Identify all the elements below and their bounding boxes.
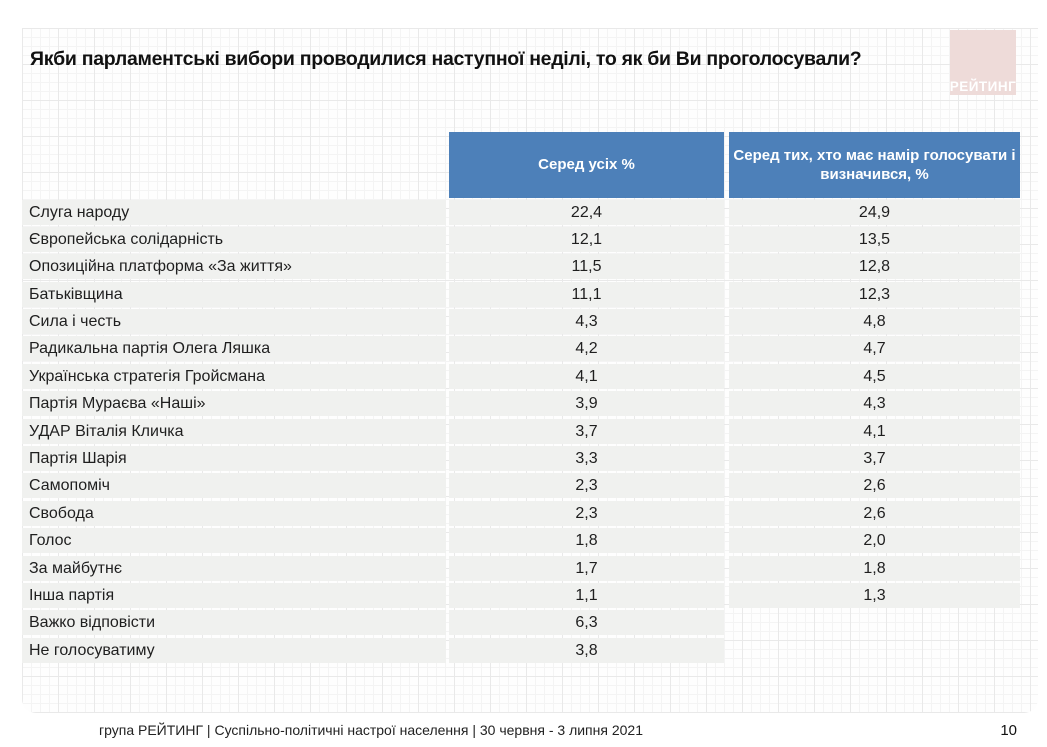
party-name-cell: Голос (22, 528, 446, 554)
value-among-all-cell: 4,2 (449, 336, 724, 362)
party-name-cell: За майбутнє (22, 555, 446, 581)
table-row: Самопоміч 2,3 2,6 (22, 473, 1020, 499)
party-name-cell: Батьківщина (22, 281, 446, 307)
table-body: Слуга народу 22,4 24,9 Європейська солід… (22, 199, 1020, 663)
column-header-among-decided: Серед тих, хто має намір голосувати і ви… (729, 132, 1020, 198)
page-title: Якби парламентські вибори проводилися на… (30, 48, 862, 70)
party-name-cell: Самопоміч (22, 473, 446, 499)
value-among-decided-cell: 24,9 (729, 199, 1020, 225)
value-among-all-cell: 11,1 (449, 281, 724, 307)
value-among-all-cell: 22,4 (449, 199, 724, 225)
party-name-cell: УДАР Віталія Кличка (22, 418, 446, 444)
table-row: Партія Шарія 3,3 3,7 (22, 446, 1020, 472)
rating-group-logo: РЕЙТИНГ (950, 30, 1016, 95)
value-among-all-cell: 3,9 (449, 391, 724, 417)
table-row: Свобода 2,3 2,6 (22, 500, 1020, 526)
party-name-cell: Радикальна партія Олега Ляшка (22, 336, 446, 362)
value-among-decided-cell: 12,3 (729, 281, 1020, 307)
value-among-decided-cell: 2,0 (729, 528, 1020, 554)
value-among-all-cell: 4,1 (449, 363, 724, 389)
slide-background: Якби парламентські вибори проводилися на… (22, 28, 1038, 713)
value-among-decided-cell (729, 638, 1020, 663)
table-row: Українська стратегія Гройсмана 4,1 4,5 (22, 363, 1020, 389)
value-among-all-cell: 3,8 (449, 637, 724, 663)
value-among-decided-cell: 13,5 (729, 226, 1020, 252)
value-among-all-cell: 6,3 (449, 610, 724, 636)
table-row: За майбутнє 1,7 1,8 (22, 555, 1020, 581)
value-among-all-cell: 2,3 (449, 500, 724, 526)
table-row: Радикальна партія Олега Ляшка 4,2 4,7 (22, 336, 1020, 362)
value-among-all-cell: 4,3 (449, 309, 724, 335)
party-name-cell: Українська стратегія Гройсмана (22, 363, 446, 389)
value-among-decided-cell: 3,7 (729, 446, 1020, 472)
value-among-decided-cell: 12,8 (729, 254, 1020, 280)
table-row: Не голосуватиму 3,8 (22, 637, 1020, 663)
party-name-cell: Слуга народу (22, 199, 446, 225)
footer: група РЕЙТИНГ | Суспільно-політичні наст… (0, 722, 1047, 744)
table-row: Слуга народу 22,4 24,9 (22, 199, 1020, 225)
page-number: 10 (1000, 722, 1017, 739)
value-among-all-cell: 1,7 (449, 555, 724, 581)
table-row: УДАР Віталія Кличка 3,7 4,1 (22, 418, 1020, 444)
value-among-decided-cell: 4,3 (729, 391, 1020, 417)
value-among-decided-cell (729, 610, 1020, 635)
table-row: Важко відповісти 6,3 (22, 610, 1020, 636)
value-among-all-cell: 2,3 (449, 473, 724, 499)
value-among-decided-cell: 2,6 (729, 473, 1020, 499)
value-among-decided-cell: 1,3 (729, 582, 1020, 608)
value-among-decided-cell: 4,7 (729, 336, 1020, 362)
footer-caption: група РЕЙТИНГ | Суспільно-політичні наст… (99, 722, 643, 738)
value-among-decided-cell: 4,1 (729, 418, 1020, 444)
value-among-all-cell: 3,7 (449, 418, 724, 444)
column-header-among-all: Серед усіх % (449, 132, 724, 198)
table-row: Голос 1,8 2,0 (22, 528, 1020, 554)
value-among-all-cell: 3,3 (449, 446, 724, 472)
value-among-all-cell: 11,5 (449, 254, 724, 280)
party-name-cell: Європейська солідарність (22, 226, 446, 252)
table-row: Європейська солідарність 12,1 13,5 (22, 226, 1020, 252)
table-header-row: Серед усіх % Серед тих, хто має намір го… (22, 132, 1020, 198)
party-name-cell: Важко відповісти (22, 610, 446, 636)
value-among-decided-cell: 1,8 (729, 555, 1020, 581)
value-among-all-cell: 12,1 (449, 226, 724, 252)
value-among-decided-cell: 2,6 (729, 500, 1020, 526)
table-row: Партія Мураєва «Наші» 3,9 4,3 (22, 391, 1020, 417)
header-spacer (22, 132, 449, 198)
party-name-cell: Партія Шарія (22, 446, 446, 472)
value-among-all-cell: 1,8 (449, 528, 724, 554)
party-name-cell: Свобода (22, 500, 446, 526)
table-row: Опозиційна платформа «За життя» 11,5 12,… (22, 254, 1020, 280)
rating-logo-text: РЕЙТИНГ (949, 79, 1017, 94)
value-among-decided-cell: 4,8 (729, 309, 1020, 335)
party-name-cell: Партія Мураєва «Наші» (22, 391, 446, 417)
value-among-all-cell: 1,1 (449, 582, 724, 608)
party-name-cell: Сила і честь (22, 309, 446, 335)
table-row: Інша партія 1,1 1,3 (22, 582, 1020, 608)
poll-results-table: Серед усіх % Серед тих, хто має намір го… (22, 132, 1020, 665)
party-name-cell: Не голосуватиму (22, 637, 446, 663)
table-row: Сила і честь 4,3 4,8 (22, 309, 1020, 335)
value-among-decided-cell: 4,5 (729, 363, 1020, 389)
party-name-cell: Інша партія (22, 582, 446, 608)
party-name-cell: Опозиційна платформа «За життя» (22, 254, 446, 280)
table-row: Батьківщина 11,1 12,3 (22, 281, 1020, 307)
